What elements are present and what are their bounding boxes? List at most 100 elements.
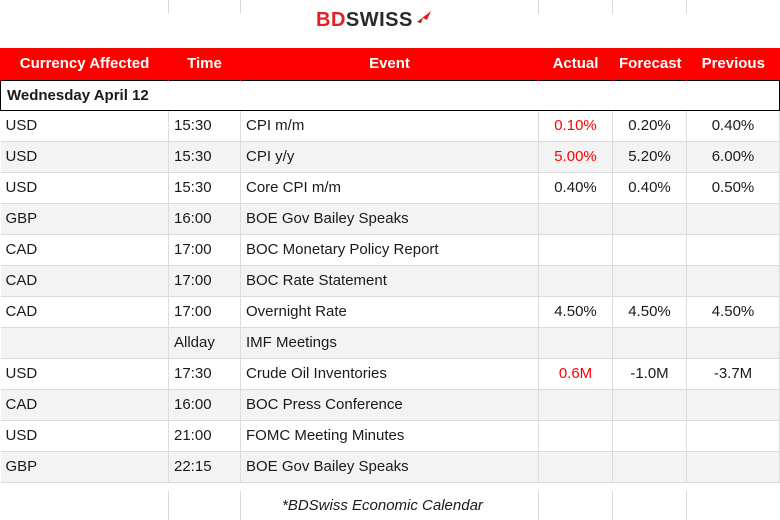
- cell-actual: 5.00%: [538, 141, 613, 173]
- cell-previous: [686, 234, 780, 266]
- arrow-flag-icon: [416, 11, 431, 23]
- brand-part2: SWISS: [345, 8, 413, 31]
- table-row: CAD 17:00 Overnight Rate 4.50% 4.50% 4.50%: [0, 296, 780, 328]
- cell-currency: CAD: [0, 265, 169, 297]
- cell-time: 17:00: [168, 234, 241, 266]
- cell-time: Allday: [168, 327, 241, 359]
- cell-actual: 0.6M: [538, 358, 613, 390]
- cell-event: Overnight Rate: [240, 296, 539, 328]
- cell-time: 21:00: [168, 420, 241, 452]
- cell-currency: USD: [0, 141, 169, 173]
- cell-forecast: [612, 234, 687, 266]
- cell-event: BOC Monetary Policy Report: [240, 234, 539, 266]
- economic-calendar-table: Currency Affected Time Event Actual Fore…: [0, 48, 780, 483]
- cell-currency: USD: [0, 358, 169, 390]
- cell-previous: -3.7M: [686, 358, 780, 390]
- cell-event: BOE Gov Bailey Speaks: [240, 203, 539, 235]
- top-grid: [0, 0, 780, 48]
- header-time: Time: [168, 48, 241, 80]
- header-currency: Currency Affected: [0, 48, 169, 80]
- cell-previous: 0.50%: [686, 172, 780, 204]
- cell-time: 17:30: [168, 358, 241, 390]
- header-event: Event: [240, 48, 539, 80]
- header-forecast: Forecast: [612, 48, 687, 80]
- cell-event: Crude Oil Inventories: [240, 358, 539, 390]
- cell-event: FOMC Meeting Minutes: [240, 420, 539, 452]
- cell-forecast: -1.0M: [612, 358, 687, 390]
- cell-previous: [686, 265, 780, 297]
- cell-previous: 0.40%: [686, 110, 780, 142]
- cell-forecast: 0.40%: [612, 172, 687, 204]
- cell-currency: GBP: [0, 451, 169, 483]
- table-row: USD 17:30 Crude Oil Inventories 0.6M -1.0M -3…: [0, 358, 780, 390]
- table-row: GBP 16:00 BOE Gov Bailey Speaks: [0, 203, 780, 235]
- cell-event: BOE Gov Bailey Speaks: [240, 451, 539, 483]
- cell-actual: [538, 234, 613, 266]
- cell-currency: USD: [0, 172, 169, 204]
- cell-currency: USD: [0, 420, 169, 452]
- brand-part1: BD: [316, 8, 346, 31]
- table-row: GBP 22:15 BOE Gov Bailey Speaks: [0, 451, 780, 483]
- cell-time: 15:30: [168, 172, 241, 204]
- footer: *BDSwiss Economic Calendar: [0, 491, 780, 520]
- cell-previous: [686, 203, 780, 235]
- cell-forecast: [612, 203, 687, 235]
- table-row: Allday IMF Meetings: [0, 327, 780, 359]
- cell-forecast: [612, 265, 687, 297]
- cell-event: Core CPI m/m: [240, 172, 539, 204]
- cell-currency: CAD: [0, 389, 169, 421]
- day-label: Wednesday April 12: [0, 79, 780, 111]
- cell-actual: 0.40%: [538, 172, 613, 204]
- table-row: USD 21:00 FOMC Meeting Minutes: [0, 420, 780, 452]
- cell-currency: GBP: [0, 203, 169, 235]
- cell-forecast: [612, 389, 687, 421]
- cell-event: CPI y/y: [240, 141, 539, 173]
- cell-forecast: 0.20%: [612, 110, 687, 142]
- cell-previous: 4.50%: [686, 296, 780, 328]
- cell-previous: [686, 420, 780, 452]
- cell-currency: USD: [0, 110, 169, 142]
- cell-actual: [538, 265, 613, 297]
- cell-forecast: 4.50%: [612, 296, 687, 328]
- cell-event: CPI m/m: [240, 110, 539, 142]
- cell-previous: [686, 451, 780, 483]
- table-row: CAD 17:00 BOC Monetary Policy Report: [0, 234, 780, 266]
- cell-currency: CAD: [0, 296, 169, 328]
- brand-logo: BD SWISS: [316, 7, 433, 33]
- cell-currency: [0, 327, 169, 359]
- cell-time: 17:00: [168, 265, 241, 297]
- table-row: USD 15:30 Core CPI m/m 0.40% 0.40% 0.50%: [0, 172, 780, 204]
- footer-note: *BDSwiss Economic Calendar: [282, 497, 483, 514]
- cell-time: 17:00: [168, 296, 241, 328]
- cell-actual: [538, 451, 613, 483]
- header-actual: Actual: [538, 48, 613, 80]
- cell-currency: CAD: [0, 234, 169, 266]
- cell-time: 16:00: [168, 203, 241, 235]
- cell-previous: [686, 389, 780, 421]
- cell-event: BOC Rate Statement: [240, 265, 539, 297]
- cell-actual: 0.10%: [538, 110, 613, 142]
- cell-actual: [538, 420, 613, 452]
- cell-forecast: [612, 327, 687, 359]
- cell-actual: 4.50%: [538, 296, 613, 328]
- table-row: USD 15:30 CPI y/y 5.00% 5.20% 6.00%: [0, 141, 780, 173]
- cell-time: 22:15: [168, 451, 241, 483]
- cell-forecast: [612, 451, 687, 483]
- day-row: Wednesday April 12: [0, 79, 780, 111]
- cell-event: BOC Press Conference: [240, 389, 539, 421]
- cell-time: 15:30: [168, 110, 241, 142]
- cell-actual: [538, 389, 613, 421]
- table-row: USD 15:30 CPI m/m 0.10% 0.20% 0.40%: [0, 110, 780, 142]
- cell-previous: [686, 327, 780, 359]
- cell-event: IMF Meetings: [240, 327, 539, 359]
- header-previous: Previous: [686, 48, 780, 80]
- table-row: CAD 16:00 BOC Press Conference: [0, 389, 780, 421]
- cell-forecast: [612, 420, 687, 452]
- cell-forecast: 5.20%: [612, 141, 687, 173]
- cell-actual: [538, 327, 613, 359]
- table-row: CAD 17:00 BOC Rate Statement: [0, 265, 780, 297]
- cell-actual: [538, 203, 613, 235]
- cell-time: 16:00: [168, 389, 241, 421]
- cell-time: 15:30: [168, 141, 241, 173]
- header-row: Currency Affected Time Event Actual Fore…: [0, 48, 780, 80]
